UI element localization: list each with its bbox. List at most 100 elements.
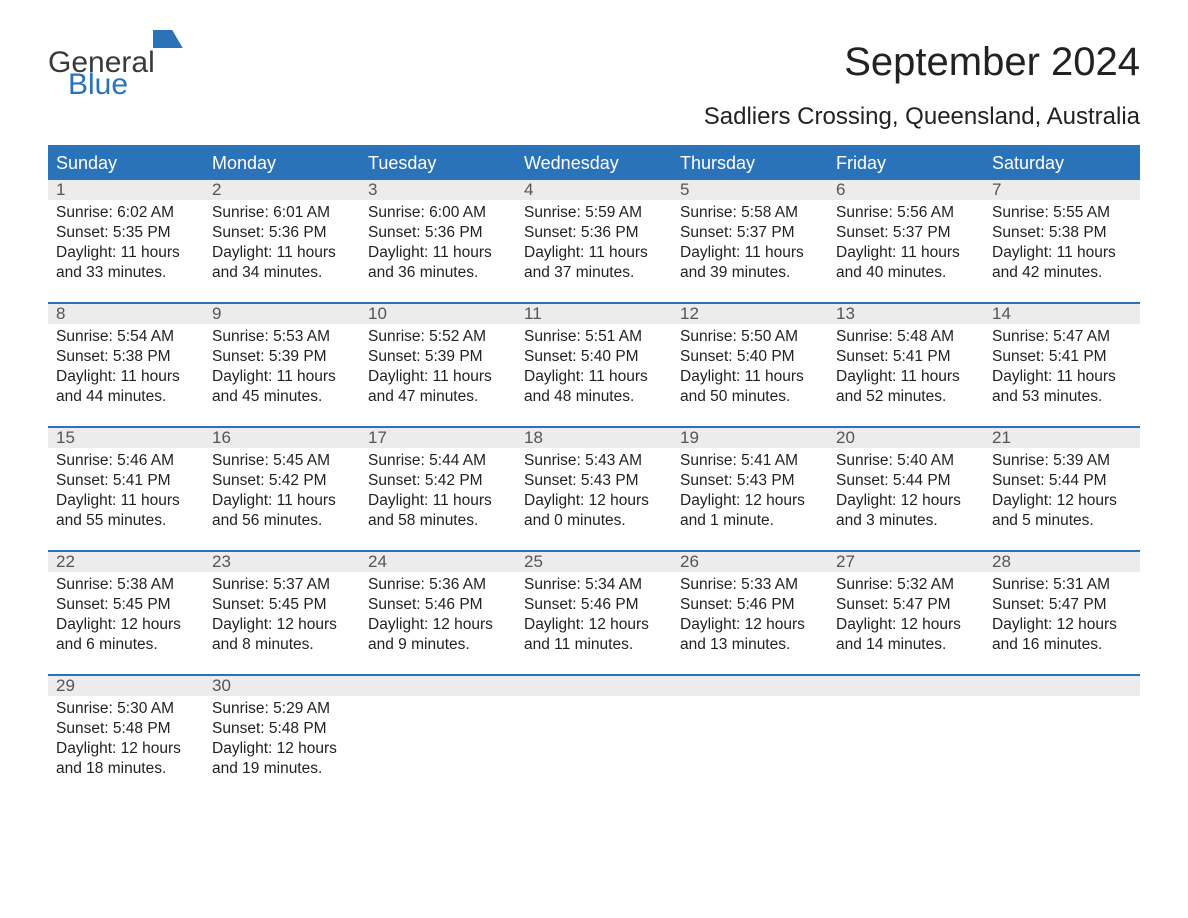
sunset-line: Sunset: 5:48 PM [56, 719, 196, 739]
daylight-line-2: and 3 minutes. [836, 511, 976, 531]
sunrise-line: Sunrise: 5:34 AM [524, 575, 664, 595]
sunset-line: Sunset: 5:47 PM [836, 595, 976, 615]
sunrise-line: Sunrise: 5:59 AM [524, 203, 664, 223]
day-cell: Sunrise: 5:39 AMSunset: 5:44 PMDaylight:… [984, 448, 1140, 550]
daylight-line-1: Daylight: 11 hours [368, 243, 508, 263]
sunset-line: Sunset: 5:44 PM [992, 471, 1132, 491]
daylight-line-2: and 55 minutes. [56, 511, 196, 531]
day-number: 6 [828, 180, 984, 200]
day-number: 22 [48, 552, 204, 572]
day-cell: Sunrise: 5:55 AMSunset: 5:38 PMDaylight:… [984, 200, 1140, 302]
daylight-line-2: and 18 minutes. [56, 759, 196, 779]
sunrise-line: Sunrise: 5:40 AM [836, 451, 976, 471]
calendar-header-row: SundayMondayTuesdayWednesdayThursdayFrid… [48, 147, 1140, 180]
sunrise-line: Sunrise: 5:52 AM [368, 327, 508, 347]
daylight-line-2: and 6 minutes. [56, 635, 196, 655]
daylight-line-1: Daylight: 11 hours [992, 243, 1132, 263]
daylight-line-2: and 52 minutes. [836, 387, 976, 407]
calendar-week: 15161718192021Sunrise: 5:46 AMSunset: 5:… [48, 426, 1140, 550]
sunset-line: Sunset: 5:37 PM [680, 223, 820, 243]
day-number [360, 676, 516, 696]
sunset-line: Sunset: 5:36 PM [524, 223, 664, 243]
day-number: 4 [516, 180, 672, 200]
day-number: 27 [828, 552, 984, 572]
sunrise-line: Sunrise: 5:46 AM [56, 451, 196, 471]
daylight-line-1: Daylight: 11 hours [212, 243, 352, 263]
day-body-row: Sunrise: 5:30 AMSunset: 5:48 PMDaylight:… [48, 696, 1140, 798]
daylight-line-2: and 1 minute. [680, 511, 820, 531]
sunrise-line: Sunrise: 5:32 AM [836, 575, 976, 595]
daylight-line-1: Daylight: 12 hours [368, 615, 508, 635]
daylight-line-1: Daylight: 12 hours [212, 615, 352, 635]
day-body-row: Sunrise: 5:46 AMSunset: 5:41 PMDaylight:… [48, 448, 1140, 550]
day-number [516, 676, 672, 696]
daylight-line-2: and 44 minutes. [56, 387, 196, 407]
day-cell: Sunrise: 6:01 AMSunset: 5:36 PMDaylight:… [204, 200, 360, 302]
day-cell [984, 696, 1140, 798]
location-subtitle: Sadliers Crossing, Queensland, Australia [704, 103, 1140, 131]
sunset-line: Sunset: 5:38 PM [56, 347, 196, 367]
daylight-line-1: Daylight: 12 hours [524, 615, 664, 635]
daylight-line-1: Daylight: 12 hours [680, 491, 820, 511]
daylight-line-2: and 39 minutes. [680, 263, 820, 283]
daylight-line-1: Daylight: 12 hours [56, 739, 196, 759]
calendar-header-cell: Wednesday [516, 147, 672, 180]
sunrise-line: Sunrise: 6:02 AM [56, 203, 196, 223]
daylight-line-2: and 50 minutes. [680, 387, 820, 407]
calendar-week: 1234567Sunrise: 6:02 AMSunset: 5:35 PMDa… [48, 180, 1140, 302]
sunrise-line: Sunrise: 5:31 AM [992, 575, 1132, 595]
day-cell [672, 696, 828, 798]
day-number: 14 [984, 304, 1140, 324]
sunset-line: Sunset: 5:46 PM [680, 595, 820, 615]
sunrise-line: Sunrise: 5:53 AM [212, 327, 352, 347]
daynum-row: 15161718192021 [48, 428, 1140, 448]
sunrise-line: Sunrise: 5:29 AM [212, 699, 352, 719]
sunrise-line: Sunrise: 5:48 AM [836, 327, 976, 347]
daynum-row: 2930 [48, 676, 1140, 696]
sunset-line: Sunset: 5:47 PM [992, 595, 1132, 615]
day-number: 9 [204, 304, 360, 324]
day-cell [516, 696, 672, 798]
day-number: 15 [48, 428, 204, 448]
day-number [828, 676, 984, 696]
daylight-line-2: and 37 minutes. [524, 263, 664, 283]
sunrise-line: Sunrise: 5:45 AM [212, 451, 352, 471]
day-cell: Sunrise: 5:46 AMSunset: 5:41 PMDaylight:… [48, 448, 204, 550]
day-cell: Sunrise: 5:38 AMSunset: 5:45 PMDaylight:… [48, 572, 204, 674]
day-cell: Sunrise: 6:00 AMSunset: 5:36 PMDaylight:… [360, 200, 516, 302]
daylight-line-2: and 53 minutes. [992, 387, 1132, 407]
calendar-header-cell: Saturday [984, 147, 1140, 180]
daynum-row: 891011121314 [48, 304, 1140, 324]
day-number [984, 676, 1140, 696]
sunrise-line: Sunrise: 5:51 AM [524, 327, 664, 347]
day-cell: Sunrise: 5:45 AMSunset: 5:42 PMDaylight:… [204, 448, 360, 550]
sunrise-line: Sunrise: 5:33 AM [680, 575, 820, 595]
sunset-line: Sunset: 5:43 PM [524, 471, 664, 491]
daylight-line-2: and 14 minutes. [836, 635, 976, 655]
sunset-line: Sunset: 5:41 PM [836, 347, 976, 367]
sunrise-line: Sunrise: 5:56 AM [836, 203, 976, 223]
daylight-line-2: and 33 minutes. [56, 263, 196, 283]
sunrise-line: Sunrise: 5:58 AM [680, 203, 820, 223]
logo-flag-icon [153, 30, 183, 48]
day-cell: Sunrise: 5:48 AMSunset: 5:41 PMDaylight:… [828, 324, 984, 426]
sunset-line: Sunset: 5:35 PM [56, 223, 196, 243]
calendar-header-cell: Friday [828, 147, 984, 180]
day-number: 19 [672, 428, 828, 448]
day-cell: Sunrise: 5:53 AMSunset: 5:39 PMDaylight:… [204, 324, 360, 426]
day-cell: Sunrise: 5:32 AMSunset: 5:47 PMDaylight:… [828, 572, 984, 674]
daylight-line-2: and 36 minutes. [368, 263, 508, 283]
sunset-line: Sunset: 5:43 PM [680, 471, 820, 491]
day-number: 28 [984, 552, 1140, 572]
day-number: 10 [360, 304, 516, 324]
calendar-header-cell: Tuesday [360, 147, 516, 180]
daylight-line-1: Daylight: 11 hours [212, 367, 352, 387]
sunset-line: Sunset: 5:45 PM [212, 595, 352, 615]
sunset-line: Sunset: 5:45 PM [56, 595, 196, 615]
day-number: 16 [204, 428, 360, 448]
sunrise-line: Sunrise: 5:36 AM [368, 575, 508, 595]
day-number: 11 [516, 304, 672, 324]
calendar-week: 891011121314Sunrise: 5:54 AMSunset: 5:38… [48, 302, 1140, 426]
daylight-line-2: and 40 minutes. [836, 263, 976, 283]
sunrise-line: Sunrise: 6:01 AM [212, 203, 352, 223]
